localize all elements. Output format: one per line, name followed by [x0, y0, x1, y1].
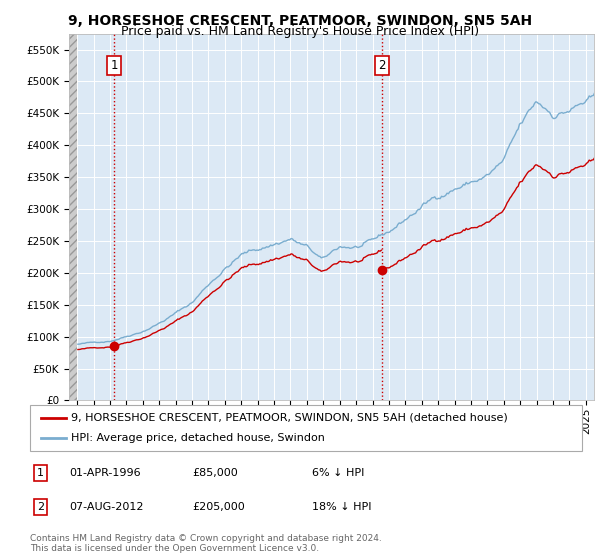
Text: 9, HORSESHOE CRESCENT, PEATMOOR, SWINDON, SN5 5AH: 9, HORSESHOE CRESCENT, PEATMOOR, SWINDON… [68, 14, 532, 28]
Text: 1: 1 [37, 468, 44, 478]
Text: 2: 2 [37, 502, 44, 512]
Text: 2: 2 [378, 59, 386, 72]
Text: 1: 1 [110, 59, 118, 72]
Text: HPI: Average price, detached house, Swindon: HPI: Average price, detached house, Swin… [71, 433, 325, 443]
Text: 01-APR-1996: 01-APR-1996 [69, 468, 140, 478]
Text: £85,000: £85,000 [192, 468, 238, 478]
Text: 6% ↓ HPI: 6% ↓ HPI [312, 468, 364, 478]
Text: £205,000: £205,000 [192, 502, 245, 512]
Text: Price paid vs. HM Land Registry's House Price Index (HPI): Price paid vs. HM Land Registry's House … [121, 25, 479, 38]
FancyBboxPatch shape [30, 405, 582, 451]
Text: 07-AUG-2012: 07-AUG-2012 [69, 502, 143, 512]
Bar [69, 34, 77, 400]
Text: 9, HORSESHOE CRESCENT, PEATMOOR, SWINDON, SN5 5AH (detached house): 9, HORSESHOE CRESCENT, PEATMOOR, SWINDON… [71, 413, 508, 423]
Text: Contains HM Land Registry data © Crown copyright and database right 2024.
This d: Contains HM Land Registry data © Crown c… [30, 534, 382, 553]
Text: 18% ↓ HPI: 18% ↓ HPI [312, 502, 371, 512]
